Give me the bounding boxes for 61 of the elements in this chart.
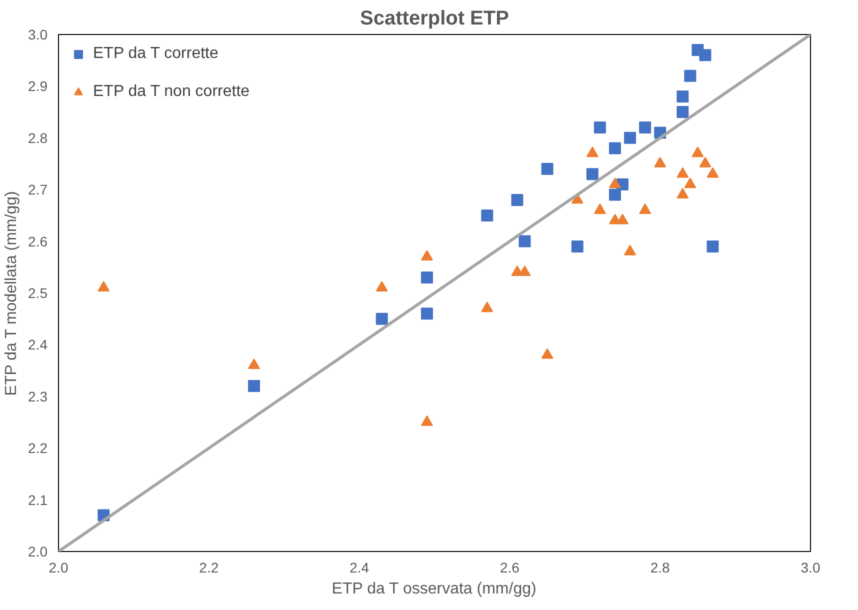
y-tick-label: 2.6: [28, 233, 48, 250]
point: [624, 132, 636, 144]
point: [639, 203, 652, 214]
point: [481, 209, 494, 222]
point: [541, 348, 554, 359]
y-tick-label: 2.2: [28, 440, 48, 456]
point: [481, 302, 494, 312]
y-tick-label: 2.8: [28, 130, 48, 146]
y-tick-label: 2.4: [28, 336, 48, 353]
y-tick-label: 2.1: [28, 492, 48, 508]
x-tick-label: 2.6: [500, 560, 520, 576]
point: [420, 250, 433, 260]
y-tick-label: 2.3: [28, 388, 48, 404]
x-tick-label: 3.0: [800, 560, 820, 576]
point: [376, 280, 388, 292]
y-tick-label: 2.7: [28, 182, 48, 198]
point: [624, 244, 636, 256]
y-axis-title: ETP da T modellata (mm/gg): [3, 191, 20, 396]
point: [594, 203, 606, 214]
point: [541, 162, 554, 175]
x-axis-title: ETP da T osservata (mm/gg): [332, 580, 536, 598]
point: [699, 49, 712, 62]
point: [676, 188, 689, 198]
point: [684, 178, 696, 188]
point: [420, 271, 433, 284]
y-tick-label: 2.9: [28, 78, 48, 94]
point: [586, 146, 598, 158]
y-tick-label: 2.5: [28, 285, 48, 301]
point: [518, 235, 531, 248]
point: [608, 188, 621, 201]
point: [684, 70, 696, 82]
point: [692, 146, 704, 158]
point: [676, 90, 689, 103]
x-tick-label: 2.8: [650, 560, 670, 576]
point: [654, 156, 666, 168]
x-tick-label: 2.0: [48, 560, 68, 576]
point: [608, 142, 621, 154]
point: [571, 240, 584, 252]
point: [586, 168, 598, 180]
y-tick-label: 3.0: [28, 26, 48, 42]
x-tick-label: 2.4: [350, 560, 370, 576]
point: [706, 240, 719, 252]
point: [594, 122, 606, 134]
point: [608, 178, 621, 188]
point: [376, 312, 388, 325]
legend-label: ETP da T non corrette: [93, 83, 250, 101]
point: [676, 167, 689, 178]
point: [420, 415, 433, 426]
chart-title: Scatterplot ETP: [360, 8, 509, 30]
point: [639, 122, 652, 134]
point: [248, 358, 260, 370]
point: [420, 308, 433, 320]
point: [676, 106, 689, 118]
point: [699, 156, 712, 168]
y-tick-label: 2.0: [28, 544, 48, 560]
x-tick-label: 2.2: [199, 560, 219, 576]
point: [706, 167, 719, 178]
point: [511, 194, 524, 206]
legend-label: ETP da T corrette: [93, 45, 218, 63]
point: [616, 214, 628, 224]
point: [98, 280, 110, 292]
